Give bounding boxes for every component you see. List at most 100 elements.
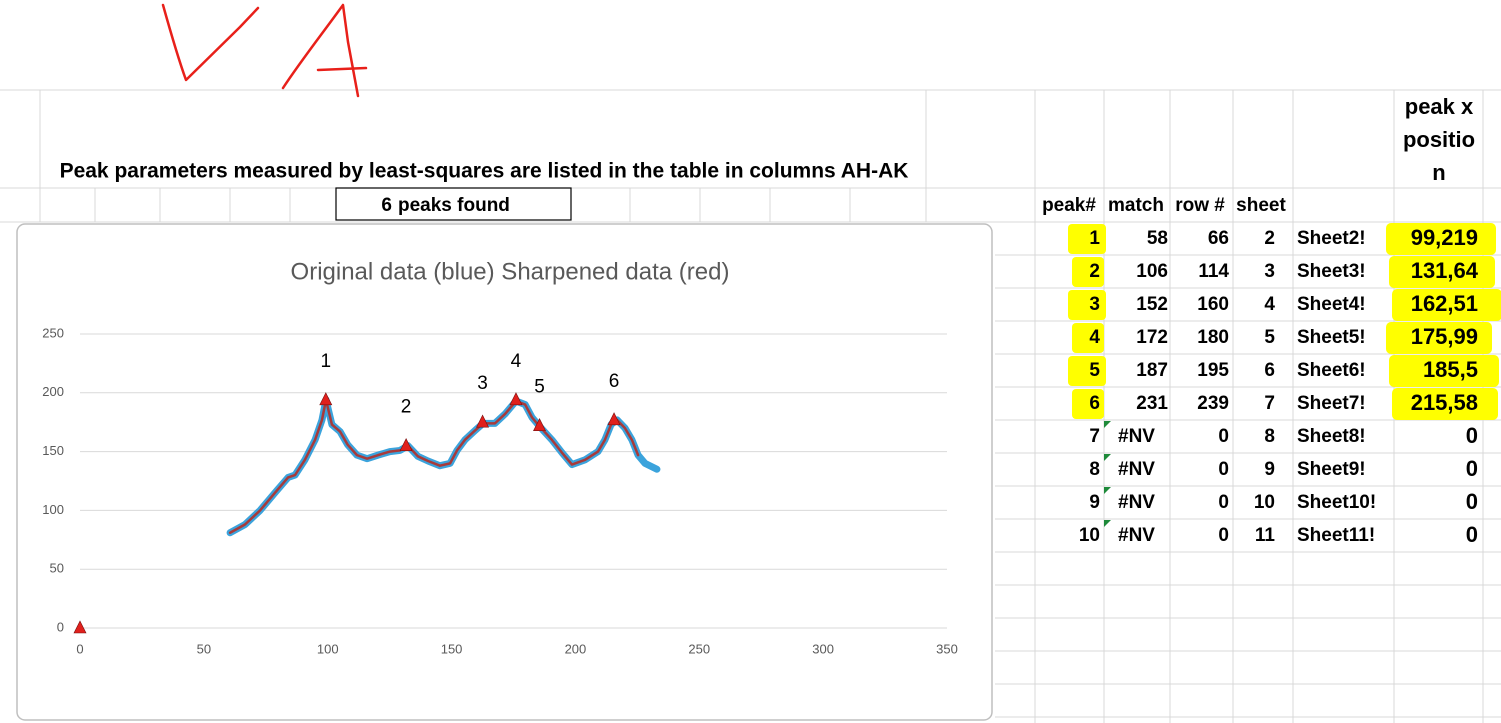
- y-tick-label: 0: [57, 619, 64, 634]
- cell-text: 1: [1089, 228, 1100, 249]
- cell-text: #NV: [1118, 525, 1155, 546]
- cell-text: 239: [1197, 393, 1229, 414]
- cell-text: 175,99: [1411, 324, 1478, 349]
- cell-text: 11: [1255, 525, 1276, 546]
- highlight: [1072, 323, 1104, 353]
- error-indicator: [1104, 487, 1111, 494]
- peak-label: 4: [511, 351, 522, 372]
- cell-text: 172: [1136, 327, 1168, 348]
- cell-text: 6: [1089, 393, 1100, 414]
- cell-text: 6: [1264, 360, 1275, 381]
- cell-text: 162,51: [1411, 291, 1478, 316]
- peaks-found-count: 6: [381, 195, 392, 216]
- cell-text: 231: [1136, 393, 1168, 414]
- peak-marker: [509, 392, 523, 406]
- y-tick-label: 200: [42, 384, 64, 399]
- cell-text: Sheet10!: [1297, 492, 1376, 513]
- peak-marker: [533, 418, 546, 432]
- cell-text: Sheet11!: [1297, 525, 1375, 546]
- cell-text: 66: [1208, 228, 1229, 249]
- peaks-found-box: [335, 187, 572, 221]
- cell-text: 3: [1089, 294, 1100, 315]
- cell-text: 152: [1136, 294, 1168, 315]
- y-tick-label: 50: [50, 561, 64, 576]
- column-header-box: peak x position: [1402, 94, 1476, 185]
- peak-label: 6: [609, 371, 620, 392]
- cell-text: 0: [1466, 522, 1478, 547]
- cell-text: 185,5: [1423, 357, 1478, 382]
- cell-text: 106: [1136, 261, 1168, 282]
- cell-text: #NV: [1118, 492, 1155, 513]
- highlight: [1386, 322, 1492, 354]
- error-indicator: [1104, 421, 1111, 428]
- peak-marker: [607, 412, 621, 426]
- cell-text: 0: [1218, 525, 1229, 546]
- highlight: [1389, 355, 1499, 387]
- cell-text: 195: [1197, 360, 1229, 381]
- data-line: [228, 398, 640, 534]
- cell-text: #NV: [1118, 459, 1155, 480]
- cell-text: 0: [1218, 459, 1229, 480]
- cell-text: 7: [1089, 426, 1100, 447]
- peak-marker: [319, 392, 333, 406]
- cell-text: 114: [1198, 261, 1229, 282]
- peak-marker: [476, 414, 490, 428]
- cell-text: Sheet9!: [1297, 459, 1366, 480]
- highlight: [1072, 257, 1104, 287]
- x-tick-label: 150: [441, 641, 463, 656]
- column-header: peak x position: [1402, 94, 1476, 185]
- x-tick-label: 50: [197, 641, 211, 656]
- x-tick-label: 0: [76, 641, 83, 656]
- highlight: [1068, 224, 1106, 254]
- highlight: [1068, 356, 1106, 386]
- chart-title: Original data (blue) Sharpened data (red…: [291, 258, 730, 285]
- cell-text: 160: [1197, 294, 1229, 315]
- cell-text: 9: [1264, 459, 1275, 480]
- highlight: [1068, 290, 1106, 320]
- cell-text: Sheet7!: [1297, 393, 1366, 414]
- cell-text: 4: [1264, 294, 1275, 315]
- cell-text: 10: [1079, 525, 1100, 546]
- sheet-title: Peak parameters measured by least-square…: [60, 160, 909, 183]
- x-tick-label: 350: [936, 641, 958, 656]
- cell-text: Sheet8!: [1297, 426, 1366, 447]
- chart: 0 50 100 150 200 250 0 50 100 150 200 250 300 350 1 2 3 4…: [42, 325, 958, 656]
- cell-text: Sheet2!: [1297, 228, 1366, 249]
- x-tick-label: 100: [317, 641, 339, 656]
- cell-text: 215,58: [1411, 390, 1478, 415]
- x-tick-label: 250: [688, 641, 710, 656]
- cell-text: Sheet5!: [1297, 327, 1366, 348]
- cell-text: 0: [1466, 489, 1478, 514]
- handwriting: [161, 3, 368, 98]
- x-tick-label: 300: [812, 641, 834, 656]
- cell-text: #NV: [1118, 426, 1155, 447]
- cell-text: 58: [1147, 228, 1168, 249]
- column-header: sheet: [1236, 195, 1286, 216]
- cell-text: 4: [1089, 327, 1100, 348]
- cell-text: Sheet3!: [1297, 261, 1366, 282]
- x-tick-label: 200: [565, 641, 587, 656]
- cell-text: 2: [1089, 261, 1100, 282]
- cell-text: 0: [1218, 492, 1229, 513]
- peak-label: 3: [477, 373, 488, 394]
- error-indicator: [1104, 454, 1111, 461]
- cell-text: 9: [1089, 492, 1100, 513]
- cell-text: 99,219: [1411, 225, 1478, 250]
- cell-text: Sheet4!: [1297, 294, 1366, 315]
- cell-text: 187: [1136, 360, 1168, 381]
- highlight: [1389, 256, 1495, 288]
- cell-text: 180: [1197, 327, 1229, 348]
- y-tick-label: 150: [42, 443, 64, 458]
- cell-text: 3: [1264, 261, 1275, 282]
- cell-text: 2: [1264, 228, 1275, 249]
- y-tick-label: 250: [42, 325, 64, 340]
- cell-text: 10: [1254, 492, 1275, 513]
- highlight: [1386, 223, 1496, 255]
- peak-marker: [73, 620, 87, 634]
- peak-label: 1: [320, 351, 331, 372]
- highlight: [1392, 388, 1498, 420]
- cell-text: 8: [1089, 459, 1100, 480]
- cell-text: 0: [1466, 423, 1478, 448]
